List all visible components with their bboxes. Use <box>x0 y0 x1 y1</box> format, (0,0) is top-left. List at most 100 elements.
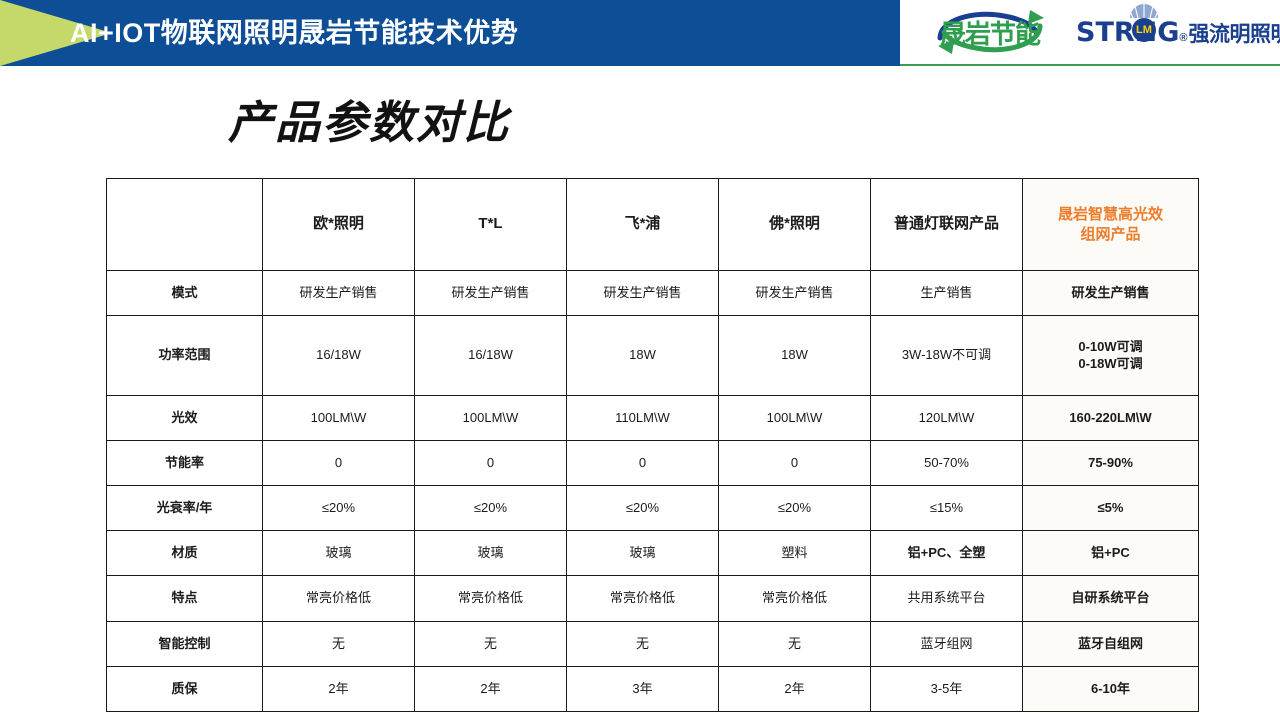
header-cell-shengyan: 晟岩智慧高光效 组网产品 <box>1022 178 1199 271</box>
cell-mode-osram: 研发生产销售 <box>262 269 415 317</box>
header-cell-philips: 飞*浦 <box>566 178 719 271</box>
cell-features-foshan: 常亮价格低 <box>718 575 871 622</box>
cell-depr-philips: ≤20% <box>566 485 719 532</box>
cell-warranty-foshan: 2年 <box>718 665 871 713</box>
cell-efficacy-philips: 110LM\W <box>566 394 719 442</box>
cell-mode-tcl: 研发生产销售 <box>414 269 567 317</box>
cell-depr-generic: ≤15% <box>870 485 1023 532</box>
cell-smart-tcl: 无 <box>414 620 567 667</box>
comparison-table: 欧*照明 T*L 飞*浦 佛*照明 普通灯联网产品 晟岩智慧高光效 组网产品 模… <box>106 178 1199 713</box>
cell-power-osram: 16/18W <box>262 315 415 396</box>
cell-material-generic: 铝+PC、全塑 <box>870 530 1023 577</box>
table-row-efficacy: 光效 100LM\W 100LM\W 110LM\W 100LM\W 120LM… <box>106 394 1199 442</box>
cell-power-generic: 3W-18W不可调 <box>870 315 1023 396</box>
chevron-accent-icon <box>0 0 112 66</box>
row-label-power-range: 功率范围 <box>106 315 263 396</box>
row-label-material: 材质 <box>106 530 263 577</box>
cell-material-tcl: 玻璃 <box>414 530 567 577</box>
table-row-lumen-depreciation: 光衰率/年 ≤20% ≤20% ≤20% ≤20% ≤15% ≤5% <box>106 485 1199 532</box>
cell-warranty-osram: 2年 <box>262 665 415 713</box>
table-row-warranty: 质保 2年 2年 3年 2年 3-5年 6-10年 <box>106 665 1199 713</box>
fan-icon <box>1129 3 1159 18</box>
cell-efficacy-foshan: 100LM\W <box>718 394 871 442</box>
cell-power-shengyan: 0-10W可调 0-18W可调 <box>1022 315 1199 396</box>
header-cell-generic-iot: 普通灯联网产品 <box>870 178 1023 271</box>
brand-logo: STRNG LM ® 强流明照明 <box>1076 3 1280 48</box>
cell-smart-shengyan: 蓝牙自组网 <box>1022 620 1199 667</box>
cell-depr-tcl: ≤20% <box>414 485 567 532</box>
company-name-cn: 晟岩节能 <box>939 18 1041 49</box>
cell-mode-shengyan: 研发生产销售 <box>1022 269 1199 317</box>
top-banner: AI+IOT物联网照明晟岩节能技术优势 晟岩节能 STRNG LM ® 强流明照… <box>0 0 1280 66</box>
cell-warranty-tcl: 2年 <box>414 665 567 713</box>
cell-saving-osram: 0 <box>262 439 415 487</box>
page-title: 产品参数对比 <box>228 97 511 148</box>
cell-saving-shengyan: 75-90% <box>1022 439 1199 487</box>
cell-efficacy-tcl: 100LM\W <box>414 394 567 442</box>
cell-warranty-philips: 3年 <box>566 665 719 713</box>
cell-mode-philips: 研发生产销售 <box>566 269 719 317</box>
header-last-line1: 晟岩智慧高光效 <box>1057 206 1163 224</box>
banner-title: AI+IOT物联网照明晟岩节能技术优势 <box>70 18 519 48</box>
cell-depr-shengyan: ≤5% <box>1022 485 1199 532</box>
cell-material-shengyan: 铝+PC <box>1022 530 1199 577</box>
table-row-features: 特点 常亮价格低 常亮价格低 常亮价格低 常亮价格低 共用系统平台 自研系统平台 <box>106 575 1199 622</box>
row-label-efficacy: 光效 <box>106 394 263 442</box>
cell-saving-generic: 50-70% <box>870 439 1023 487</box>
cell-efficacy-osram: 100LM\W <box>262 394 415 442</box>
table-row-mode: 模式 研发生产销售 研发生产销售 研发生产销售 研发生产销售 生产销售 研发生产… <box>106 269 1199 317</box>
cell-smart-foshan: 无 <box>718 620 871 667</box>
header-cell-foshan: 佛*照明 <box>718 178 871 271</box>
cell-features-philips: 常亮价格低 <box>566 575 719 622</box>
brand-latin: STRNG <box>1076 16 1180 48</box>
cell-warranty-shengyan: 6-10年 <box>1022 665 1199 713</box>
row-label-warranty: 质保 <box>106 665 263 713</box>
cell-saving-foshan: 0 <box>718 439 871 487</box>
cell-warranty-generic: 3-5年 <box>870 665 1023 713</box>
brand-latin-wrap: STRNG LM <box>1076 3 1180 48</box>
cell-features-shengyan: 自研系统平台 <box>1022 575 1199 622</box>
cell-power-foshan: 18W <box>718 315 871 396</box>
header-last-line2: 组网产品 <box>1080 225 1141 243</box>
logo-panel: 晟岩节能 STRNG LM ® 强流明照明 <box>900 0 1280 66</box>
table-row-power-range: 功率范围 16/18W 16/18W 18W 18W 3W-18W不可调 0-1… <box>106 315 1199 396</box>
cell-mode-generic: 生产销售 <box>870 269 1023 317</box>
cell-saving-tcl: 0 <box>414 439 567 487</box>
cell-material-philips: 玻璃 <box>566 530 719 577</box>
brand-name-cn: 强流明照明 <box>1188 22 1280 46</box>
cell-efficacy-generic: 120LM\W <box>870 394 1023 442</box>
swoosh-icon <box>937 10 1044 54</box>
header-cell-osram: 欧*照明 <box>262 178 415 271</box>
cell-smart-osram: 无 <box>262 620 415 667</box>
row-label-energy-saving: 节能率 <box>106 439 263 487</box>
cell-features-osram: 常亮价格低 <box>262 575 415 622</box>
table-row-smart-control: 智能控制 无 无 无 无 蓝牙组网 蓝牙自组网 <box>106 620 1199 667</box>
cell-material-foshan: 塑料 <box>718 530 871 577</box>
comparison-table-wrapper: 欧*照明 T*L 飞*浦 佛*照明 普通灯联网产品 晟岩智慧高光效 组网产品 模… <box>106 178 1199 713</box>
cell-power-tcl: 16/18W <box>414 315 567 396</box>
cell-efficacy-shengyan: 160-220LM\W <box>1022 394 1199 442</box>
cell-power-philips: 18W <box>566 315 719 396</box>
cell-power-shengyan-line1: 0-10W可调 <box>1078 339 1143 355</box>
cell-features-tcl: 常亮价格低 <box>414 575 567 622</box>
cell-depr-foshan: ≤20% <box>718 485 871 532</box>
company-logo: 晟岩节能 <box>906 4 1074 60</box>
row-label-lumen-depreciation: 光衰率/年 <box>106 485 263 532</box>
table-row-material: 材质 玻璃 玻璃 玻璃 塑料 铝+PC、全塑 铝+PC <box>106 530 1199 577</box>
cell-smart-philips: 无 <box>566 620 719 667</box>
cell-features-generic: 共用系统平台 <box>870 575 1023 622</box>
table-header-row: 欧*照明 T*L 飞*浦 佛*照明 普通灯联网产品 晟岩智慧高光效 组网产品 <box>106 178 1199 271</box>
table-row-energy-saving: 节能率 0 0 0 0 50-70% 75-90% <box>106 439 1199 487</box>
brand-o-mark: LM <box>1132 17 1156 42</box>
cell-depr-osram: ≤20% <box>262 485 415 532</box>
cell-power-shengyan-line2: 0-18W可调 <box>1078 355 1143 371</box>
registered-trademark-icon: ® <box>1179 31 1188 44</box>
row-label-smart-control: 智能控制 <box>106 620 263 667</box>
header-cell-tcl: T*L <box>414 178 567 271</box>
banner-background <box>0 0 900 66</box>
cell-mode-foshan: 研发生产销售 <box>718 269 871 317</box>
cell-material-osram: 玻璃 <box>262 530 415 577</box>
cell-saving-philips: 0 <box>566 439 719 487</box>
row-label-mode: 模式 <box>106 269 263 317</box>
cell-smart-generic: 蓝牙组网 <box>870 620 1023 667</box>
